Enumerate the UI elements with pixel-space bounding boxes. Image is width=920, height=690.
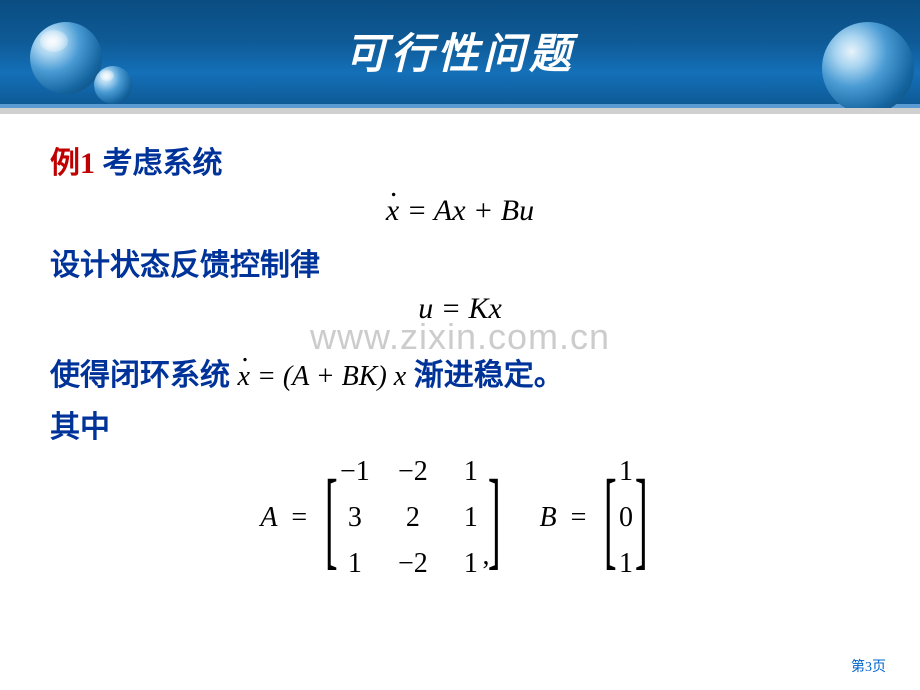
design-feedback-text: 设计状态反馈控制律	[50, 240, 870, 284]
slide-title: 可行性问题	[0, 0, 920, 108]
left-bracket-icon-b: [	[604, 473, 617, 563]
a12: 1	[454, 502, 488, 534]
a20: 1	[338, 548, 372, 580]
equation-state: x = Ax + Bu	[50, 194, 870, 228]
consider-system-text: 考虑系统	[95, 147, 223, 180]
sphere-small-icon	[94, 66, 132, 104]
slide-content: 例1 考虑系统 x = Ax + Bu 设计状态反馈控制律 u = Kx 使得闭…	[0, 108, 920, 580]
matrix-a-label: A	[260, 502, 277, 534]
matrix-b-body: 1 0 1	[617, 456, 635, 580]
matrix-a-body: −1−21 321 1−21	[338, 456, 488, 580]
matrix-a-block: A = [ −1−21 321 1−21 ] ,	[260, 456, 489, 580]
a10: 3	[338, 502, 372, 534]
where-text: 其中	[50, 402, 870, 446]
left-bracket-icon: [	[325, 473, 338, 563]
sphere-decoration-right	[822, 22, 914, 114]
right-bracket-icon: ]	[488, 473, 501, 563]
right-bracket-icon-b: ]	[635, 473, 648, 563]
b2: 1	[617, 548, 635, 580]
b0: 1	[617, 456, 635, 488]
a11: 2	[396, 502, 430, 534]
example-number: 例1	[50, 147, 95, 180]
a21: −2	[396, 548, 430, 580]
page-number: 第3页	[851, 656, 886, 676]
sphere-large-icon	[30, 22, 102, 94]
closed-loop-prefix: 使得闭环系统	[50, 359, 238, 392]
x-dot: x	[386, 194, 399, 227]
b1: 0	[617, 502, 635, 534]
a02: 1	[454, 456, 488, 488]
a00: −1	[338, 456, 372, 488]
a01: −2	[396, 456, 430, 488]
matrices-display: A = [ −1−21 321 1−21 ] , B = [ 1 0 1 ]	[50, 456, 870, 580]
closed-loop-suffix: 渐进稳定。	[414, 359, 564, 392]
slide-header: 可行性问题	[0, 0, 920, 108]
matrix-b-label: B	[540, 502, 557, 534]
equals-sign-b: =	[571, 502, 587, 534]
equation-closed-loop: x = (A + BK) x	[238, 361, 407, 392]
equation-control-law: u = Kx	[50, 292, 870, 326]
equals-sign: =	[291, 502, 307, 534]
closed-loop-line: 使得闭环系统 x = (A + BK) x 渐进稳定。	[50, 350, 870, 394]
matrix-b-block: B = [ 1 0 1 ]	[540, 456, 660, 580]
example-heading: 例1 考虑系统	[50, 138, 870, 182]
